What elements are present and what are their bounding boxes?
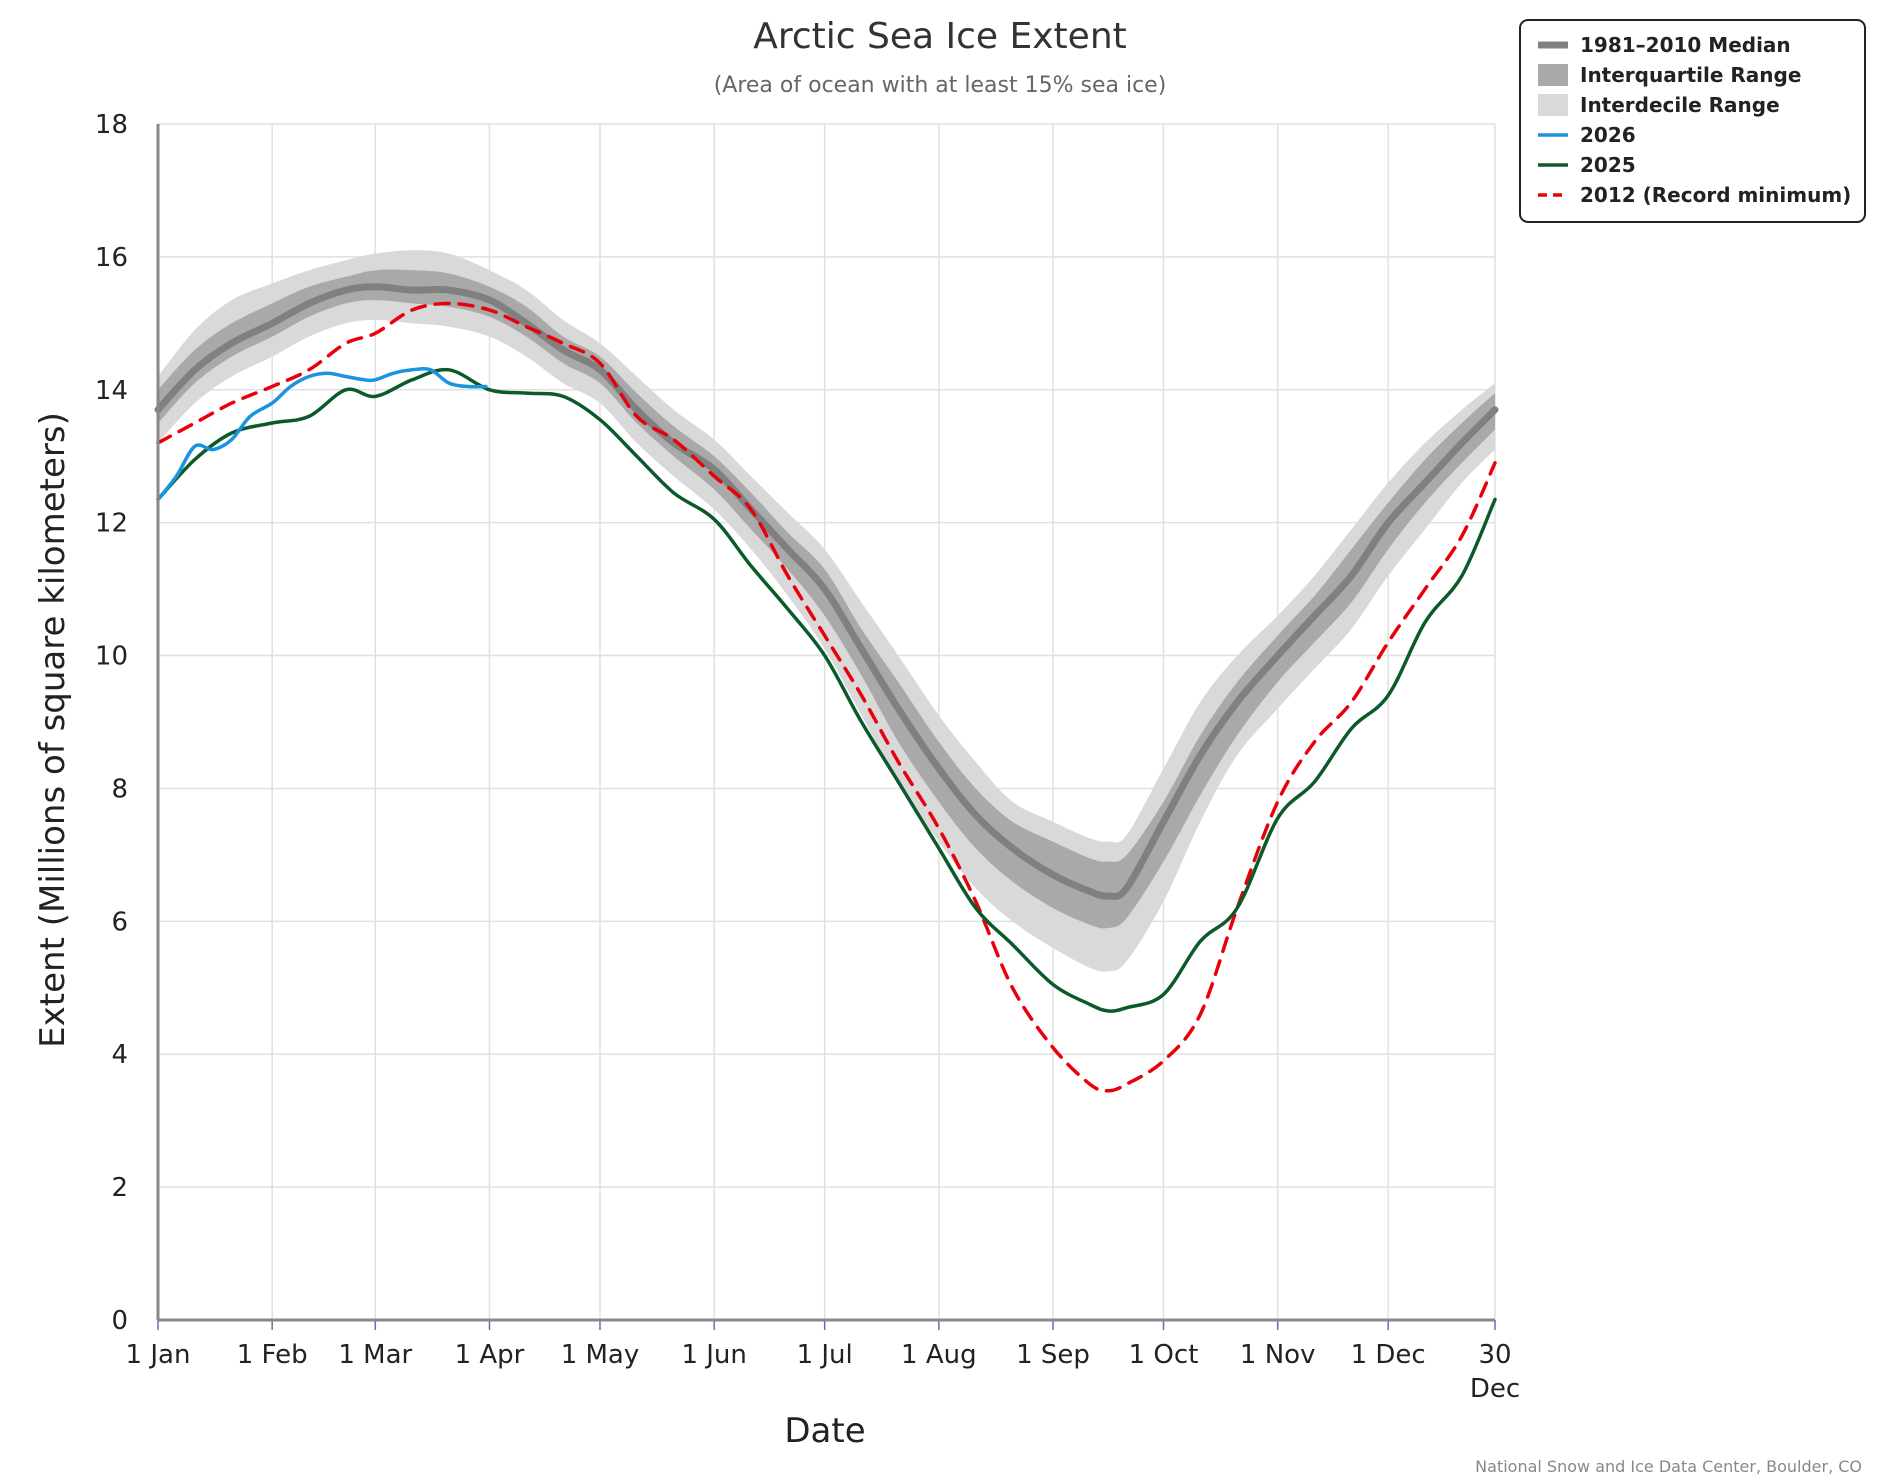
x-tick-label: 1 Aug	[901, 1340, 977, 1370]
legend-label: 1981–2010 Median	[1580, 33, 1791, 57]
x-tick-label: 1 Jul	[797, 1340, 853, 1370]
series-2012-line	[156, 301, 1497, 1093]
legend-box	[1519, 19, 1866, 223]
x-tick-label: 30	[1478, 1340, 1511, 1370]
legend-items: 1981–2010 Median Interquartile Range Inter…	[1538, 33, 1851, 207]
source-credit: National Snow and Ice Data Center, Bould…	[1475, 1457, 1862, 1476]
legend-label: Interdecile Range	[1580, 93, 1780, 117]
y-tick-label: 0	[111, 1306, 128, 1336]
median-line	[154, 283, 1499, 901]
chart-subtitle: (Area of ocean with at least 15% sea ice…	[714, 73, 1167, 98]
y-tick-label: 4	[111, 1040, 128, 1070]
x-axis-title: Date	[784, 1411, 865, 1451]
x-tick-label: 1 Nov	[1240, 1340, 1316, 1370]
interquartile-band	[158, 269, 1495, 929]
y-tick-label: 10	[95, 642, 128, 672]
y-tick-label: 8	[111, 774, 128, 804]
legend-item-interquartile: Interquartile Range	[1538, 63, 1801, 87]
x-tick-label: 1 Feb	[237, 1340, 308, 1370]
chart-title: Arctic Sea Ice Extent	[753, 16, 1127, 57]
series-2025-line	[156, 367, 1497, 1013]
line-layer	[154, 283, 1499, 1093]
y-tick-label: 12	[95, 509, 128, 539]
legend-item-y2012: 2012 (Record minimum)	[1538, 183, 1851, 207]
band-layer	[158, 250, 1495, 972]
x-tick-label: 1 Jan	[126, 1340, 191, 1370]
series-2026-line	[156, 366, 488, 502]
axis-layer: 0 2 4 6 8 10 12 14 16 18 1 Jan 1 Feb 1 Mar 1 Apr 1 May…	[95, 110, 1520, 1404]
legend-item-median: 1981–2010 Median	[1538, 33, 1791, 57]
legend: 1981–2010 Median Interquartile Range Inter…	[1519, 19, 1866, 223]
legend-item-interdecile: Interdecile Range	[1538, 93, 1780, 117]
y-tick-label: 14	[95, 376, 128, 406]
legend-label: Interquartile Range	[1580, 63, 1801, 87]
x-tick-label: 1 Apr	[455, 1340, 525, 1370]
x-tick-label: 1 Jun	[681, 1340, 746, 1370]
x-tick-label: 1 Dec	[1351, 1340, 1426, 1370]
legend-label: 2012 (Record minimum)	[1580, 183, 1851, 207]
legend-item-y2026: 2026	[1538, 123, 1636, 147]
y-tick-label: 2	[111, 1173, 128, 1203]
y-axis-title: Extent (Millions of square kilometers)	[33, 412, 73, 1048]
y-tick-label: 18	[95, 110, 128, 140]
legend-item-y2025: 2025	[1538, 153, 1636, 177]
x-tick-label: 1 May	[561, 1340, 640, 1370]
legend-label: 2025	[1580, 153, 1636, 177]
x-tick-label: 1 Mar	[338, 1340, 412, 1370]
legend-swatch-interdecile	[1538, 94, 1568, 116]
y-tick-label: 16	[95, 243, 128, 273]
legend-label: 2026	[1580, 123, 1636, 147]
x-tick-label-line2: Dec	[1470, 1374, 1520, 1404]
x-tick-label: 1 Oct	[1129, 1340, 1199, 1370]
x-tick-label: 1 Sep	[1016, 1340, 1090, 1370]
legend-swatch-interquartile	[1538, 64, 1568, 86]
y-tick-label: 6	[111, 907, 128, 937]
